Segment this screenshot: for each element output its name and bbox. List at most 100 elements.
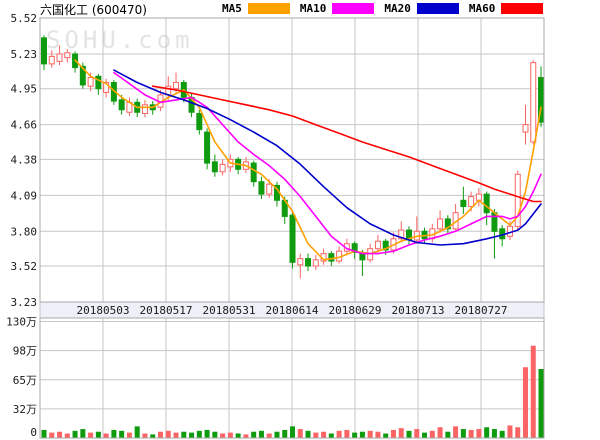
volume-tick-label: 0 (30, 426, 37, 439)
candle-body-down (305, 258, 312, 267)
candle-body-up (530, 62, 537, 143)
date-label: 20180713 (392, 304, 445, 317)
candle-body-down (382, 240, 389, 251)
price-tick-label: 3.23 (11, 296, 38, 309)
volume-bar (422, 432, 428, 438)
volume-bar (95, 431, 101, 438)
volume-bar (157, 431, 163, 438)
candle-body-down (460, 199, 467, 208)
candle-body-up (522, 124, 529, 133)
volume-bar (134, 426, 140, 438)
price-pane-border (39, 17, 545, 303)
volume-bar (515, 427, 521, 438)
date-label: 20180503 (77, 304, 130, 317)
volume-bar (196, 430, 202, 438)
candle-body-up (312, 259, 319, 267)
volume-bar (181, 431, 187, 438)
candle-body-down (328, 253, 335, 262)
ma-legend: MA5 MA10 MA20 MA60 (222, 2, 553, 15)
date-label: 20180727 (455, 304, 508, 317)
candle-body-up (56, 53, 63, 62)
volume-bar (398, 428, 404, 438)
volume-bar (453, 426, 459, 438)
volume-bar (328, 433, 334, 438)
legend-item-ma5: MA5 (222, 2, 290, 15)
volume-tick-label: 98万 (13, 345, 37, 358)
price-tick-label: 4.66 (11, 119, 38, 132)
volume-bar (305, 430, 311, 438)
legend-label-ma20: MA20 (384, 2, 411, 15)
volume-bar (258, 430, 264, 438)
volume-bar (49, 432, 55, 438)
candle-body-down (204, 131, 211, 164)
candle-body-down (491, 212, 498, 232)
candle-body-up (374, 240, 381, 250)
legend-swatch-ma20 (416, 3, 459, 14)
volume-bar (64, 433, 70, 438)
volume-bar (460, 429, 466, 438)
legend-swatch-ma60 (501, 3, 544, 14)
candle-body-down (444, 218, 451, 230)
volume-bar (538, 368, 544, 438)
chart-header: 六国化工 (600470) MA5 MA10 MA20 MA60 (0, 0, 600, 17)
candle-body-up (48, 55, 55, 65)
ma10-line (113, 71, 542, 255)
candle-body-down (351, 243, 358, 253)
candle-body-down (359, 253, 366, 261)
candle-body-down (483, 193, 490, 214)
volume-bar (476, 429, 482, 438)
candle-body-up (398, 229, 405, 240)
volume-bar (72, 430, 78, 438)
volume-bar (336, 430, 342, 438)
date-label: 20180517 (140, 304, 193, 317)
ma20-line (113, 69, 542, 246)
volume-bar (390, 429, 396, 438)
price-tick-label: 4.09 (11, 189, 38, 202)
candle-body-up (173, 81, 180, 90)
ma60-line (151, 85, 542, 203)
candle-body-down (196, 112, 203, 131)
legend-label-ma10: MA10 (299, 2, 327, 15)
volume-bar (282, 429, 288, 438)
candle-body-down (258, 181, 265, 195)
volume-bar (321, 431, 327, 438)
volume-bar (189, 432, 195, 438)
volume-bar (383, 433, 389, 438)
candle-body-down (79, 65, 86, 86)
candle-body-up (475, 193, 482, 201)
volume-bar (414, 429, 420, 438)
volume-bar (290, 426, 296, 438)
candle-body-down (250, 162, 257, 183)
candle-body-up (437, 218, 444, 230)
volume-pane-border (39, 317, 545, 439)
legend-item-ma60: MA60 (469, 2, 544, 15)
legend-label-ma60: MA60 (468, 2, 496, 15)
candle-body-up (219, 163, 226, 173)
volume-bar (352, 432, 358, 438)
volume-bar (80, 429, 86, 438)
volume-bar (251, 431, 257, 438)
volume-bar (57, 431, 63, 438)
volume-bar (235, 433, 241, 438)
volume-bar (491, 429, 497, 438)
volume-bar (119, 430, 125, 438)
volume-tick-label: 130万 (6, 316, 37, 329)
volume-bar (150, 434, 156, 438)
legend-item-ma20: MA20 (384, 2, 459, 15)
date-label: 20180531 (203, 304, 256, 317)
price-tick-label: 5.23 (11, 48, 38, 61)
date-label: 20180614 (266, 304, 319, 317)
volume-bar (344, 429, 350, 438)
volume-bar (220, 433, 226, 438)
volume-bar (445, 431, 451, 438)
price-tick-label: 4.38 (11, 153, 38, 166)
candle-body-up (468, 196, 475, 208)
volume-bar (227, 432, 233, 438)
price-tick-label: 5.52 (11, 12, 38, 25)
volume-bar (103, 433, 109, 438)
volume-bar (266, 433, 272, 438)
candle-body-up (266, 183, 273, 195)
candle-body-up (297, 258, 304, 266)
